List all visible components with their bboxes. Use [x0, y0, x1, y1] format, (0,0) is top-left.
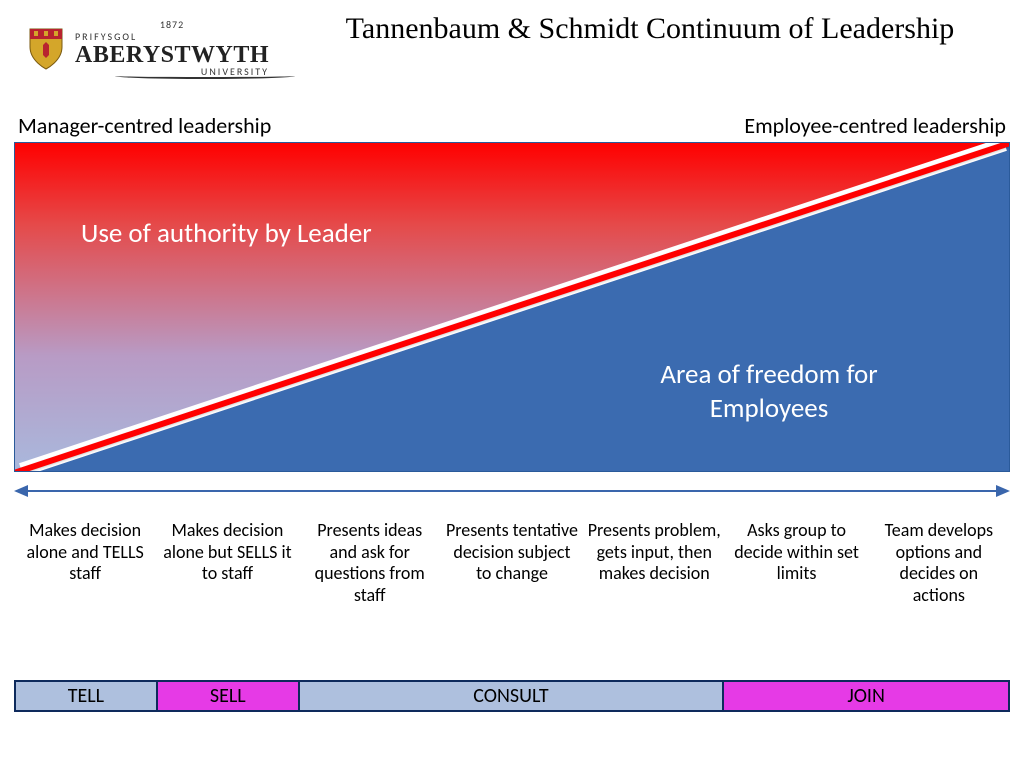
continuum-arrow [14, 484, 1010, 498]
freedom-text: Area of freedom for Employees [599, 358, 939, 426]
desc-asks: Asks group to decide within set limits [725, 520, 867, 606]
stage-descriptions: Makes decision alone and TELLS staff Mak… [14, 520, 1010, 606]
desc-sell: Makes decision alone but SELLS it to sta… [156, 520, 298, 606]
logo-name: ABERYSTWYTH [75, 43, 269, 67]
style-bar: TELLSELLCONSULTJOIN [14, 680, 1010, 712]
segment-join: JOIN [724, 682, 1008, 710]
university-logo: 1872 PRIFYSGOL ABERYSTWYTH UNIVERSITY [25, 20, 269, 77]
shield-icon [25, 25, 67, 73]
desc-tell: Makes decision alone and TELLS staff [14, 520, 156, 606]
logo-prifysgol: PRIFYSGOL [75, 32, 269, 42]
desc-team: Team develops options and decides on act… [868, 520, 1010, 606]
desc-present-ideas: Presents ideas and ask for questions fro… [299, 520, 441, 606]
slide-title: Tannenbaum & Schmidt Continuum of Leader… [340, 10, 960, 48]
continuum-diagram: Use of authority by Leader Area of freed… [14, 142, 1010, 472]
segment-tell: TELL [16, 682, 158, 710]
employee-centred-label: Employee-centred leadership [744, 112, 1006, 139]
logo-year: 1872 [75, 20, 269, 30]
authority-text: Use of authority by Leader [81, 217, 372, 250]
segment-consult: CONSULT [300, 682, 725, 710]
manager-centred-label: Manager-centred leadership [18, 112, 271, 139]
desc-tentative: Presents tentative decision subject to c… [441, 520, 583, 606]
desc-problem: Presents problem, gets input, then makes… [583, 520, 725, 606]
segment-sell: SELL [158, 682, 300, 710]
